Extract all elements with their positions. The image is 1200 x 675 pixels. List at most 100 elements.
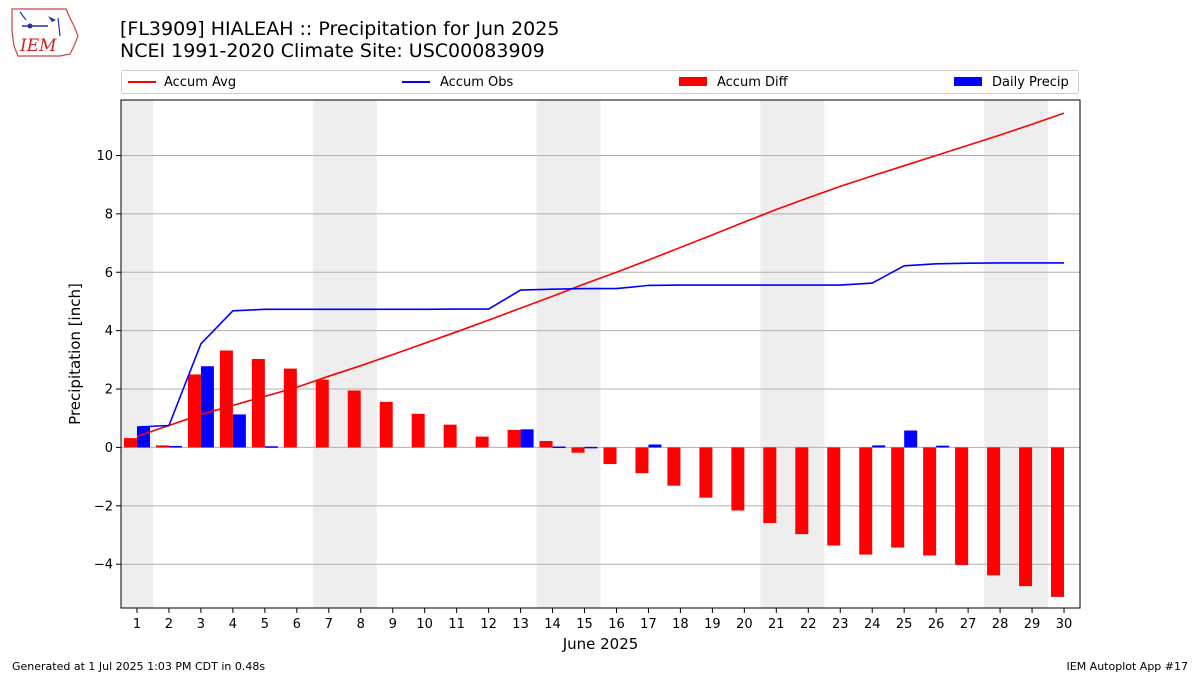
daily-precip-bar-3 bbox=[200, 366, 214, 448]
x-tick-label-24: 24 bbox=[864, 617, 881, 632]
iem-iowa-logo-icon: IEM bbox=[11, 8, 79, 57]
x-tick-label-10: 10 bbox=[416, 617, 433, 632]
x-tick-label-15: 15 bbox=[576, 617, 593, 632]
legend-label-accum-diff: Accum Diff bbox=[717, 75, 788, 90]
accum-diff-bar-3 bbox=[187, 374, 201, 448]
y-tick-label-2: 2 bbox=[105, 383, 113, 398]
x-tick-label-25: 25 bbox=[896, 617, 913, 632]
weekend-band-3 bbox=[536, 100, 601, 608]
accum-avg-line bbox=[136, 112, 1065, 438]
y-tick-label-4: 4 bbox=[105, 324, 113, 339]
x-tick-label-28: 28 bbox=[992, 617, 1009, 632]
accum-diff-bar-14 bbox=[539, 441, 553, 448]
accum-diff-bar-26 bbox=[923, 447, 937, 556]
x-tick-label-4: 4 bbox=[229, 617, 237, 632]
accum-diff-bar-11 bbox=[443, 424, 457, 448]
x-tick-label-14: 14 bbox=[544, 617, 561, 632]
x-tick-label-7: 7 bbox=[325, 617, 333, 632]
x-tick-label-20: 20 bbox=[736, 617, 753, 632]
x-tick-label-23: 23 bbox=[832, 617, 849, 632]
legend-swatch-daily-precip bbox=[954, 77, 982, 86]
legend: Accum Avg Accum Obs Accum Diff Daily Pre… bbox=[121, 70, 1079, 94]
accum-diff-bar-9 bbox=[379, 401, 393, 448]
y-tick-label--4: −4 bbox=[94, 558, 113, 573]
x-tick-label-8: 8 bbox=[357, 617, 365, 632]
accum-diff-bar-23 bbox=[827, 447, 841, 546]
y-tick-label-10: 10 bbox=[96, 149, 113, 164]
x-tick-label-2: 2 bbox=[165, 617, 173, 632]
accum-diff-bar-8 bbox=[347, 390, 361, 448]
daily-precip-bar-5 bbox=[264, 446, 278, 448]
daily-precip-bar-15 bbox=[584, 446, 598, 449]
legend-swatch-accum-diff bbox=[679, 77, 707, 86]
accum-diff-bar-6 bbox=[283, 368, 297, 448]
accum-diff-bar-30 bbox=[1051, 447, 1065, 597]
accum-diff-bar-7 bbox=[315, 379, 329, 448]
accum-diff-bar-20 bbox=[731, 447, 745, 511]
x-tick-label-16: 16 bbox=[608, 617, 625, 632]
legend-swatch-accum-avg bbox=[128, 81, 156, 83]
accum-diff-bar-5 bbox=[251, 358, 265, 448]
accum-diff-bar-15 bbox=[571, 447, 585, 453]
legend-label-daily-precip: Daily Precip bbox=[992, 75, 1069, 90]
x-tick-label-29: 29 bbox=[1024, 617, 1041, 632]
y-tick-label-0: 0 bbox=[105, 441, 113, 456]
daily-precip-bar-13 bbox=[520, 429, 534, 448]
x-tick-label-19: 19 bbox=[704, 617, 721, 632]
x-tick-label-11: 11 bbox=[448, 617, 465, 632]
weekend-band-1 bbox=[121, 100, 153, 608]
x-tick-label-13: 13 bbox=[512, 617, 529, 632]
x-tick-label-18: 18 bbox=[672, 617, 689, 632]
accum-diff-bar-27 bbox=[955, 447, 969, 566]
x-axis-label: June 2025 bbox=[562, 635, 639, 653]
weekend-band-4 bbox=[760, 100, 825, 608]
accum-diff-bar-2 bbox=[155, 445, 169, 448]
accum-diff-bar-1 bbox=[123, 438, 137, 448]
accum-diff-bar-29 bbox=[1019, 447, 1033, 587]
x-tick-label-26: 26 bbox=[928, 617, 945, 632]
y-tick-label-8: 8 bbox=[105, 207, 113, 222]
accum-diff-bar-22 bbox=[795, 447, 809, 535]
daily-precip-bar-24 bbox=[872, 445, 886, 448]
accum-diff-bar-18 bbox=[667, 447, 681, 486]
daily-precip-bar-1 bbox=[136, 426, 150, 448]
daily-precip-bar-17 bbox=[648, 444, 662, 448]
accum-diff-bar-25 bbox=[891, 447, 905, 548]
daily-precip-bar-4 bbox=[232, 414, 246, 448]
y-axis-label: Precipitation [inch] bbox=[66, 283, 84, 425]
legend-label-accum-obs: Accum Obs bbox=[440, 75, 514, 90]
y-tick-label--2: −2 bbox=[94, 499, 113, 514]
accum-diff-bar-24 bbox=[859, 447, 873, 555]
accum-diff-bar-28 bbox=[987, 447, 1001, 576]
weekend-band-2 bbox=[312, 100, 377, 608]
x-tick-label-9: 9 bbox=[389, 617, 397, 632]
plot-frame bbox=[120, 99, 1081, 609]
accum-diff-bar-16 bbox=[603, 447, 617, 465]
daily-precip-bar-26 bbox=[936, 445, 950, 448]
daily-precip-bar-25 bbox=[904, 430, 918, 448]
footer-generated: Generated at 1 Jul 2025 1:03 PM CDT in 0… bbox=[12, 660, 266, 673]
chart-title: [FL3909] HIALEAH :: Precipitation for Ju… bbox=[120, 18, 559, 62]
x-tick-label-12: 12 bbox=[480, 617, 497, 632]
x-tick-label-30: 30 bbox=[1056, 617, 1073, 632]
accum-diff-bar-12 bbox=[475, 436, 489, 448]
accum-diff-bar-4 bbox=[219, 350, 233, 448]
x-tick-label-5: 5 bbox=[261, 617, 269, 632]
legend-swatch-accum-obs bbox=[402, 81, 430, 83]
x-tick-label-1: 1 bbox=[133, 617, 141, 632]
x-tick-label-6: 6 bbox=[293, 617, 301, 632]
accum-diff-bar-13 bbox=[507, 429, 521, 448]
svg-text:IEM: IEM bbox=[19, 36, 57, 56]
y-tick-label-6: 6 bbox=[105, 266, 113, 281]
x-tick-label-21: 21 bbox=[768, 617, 785, 632]
title-line2: NCEI 1991-2020 Climate Site: USC00083909 bbox=[120, 40, 545, 62]
title-line1: [FL3909] HIALEAH :: Precipitation for Ju… bbox=[120, 18, 560, 40]
x-tick-label-3: 3 bbox=[197, 617, 205, 632]
accum-diff-bar-19 bbox=[699, 447, 713, 498]
x-tick-label-17: 17 bbox=[640, 617, 657, 632]
daily-precip-bar-2 bbox=[168, 445, 182, 448]
iem-logo: IEM bbox=[8, 6, 80, 60]
accum-diff-bar-10 bbox=[411, 413, 425, 448]
daily-precip-bar-14 bbox=[552, 446, 566, 449]
footer-app: IEM Autoplot App #17 bbox=[1066, 660, 1189, 673]
